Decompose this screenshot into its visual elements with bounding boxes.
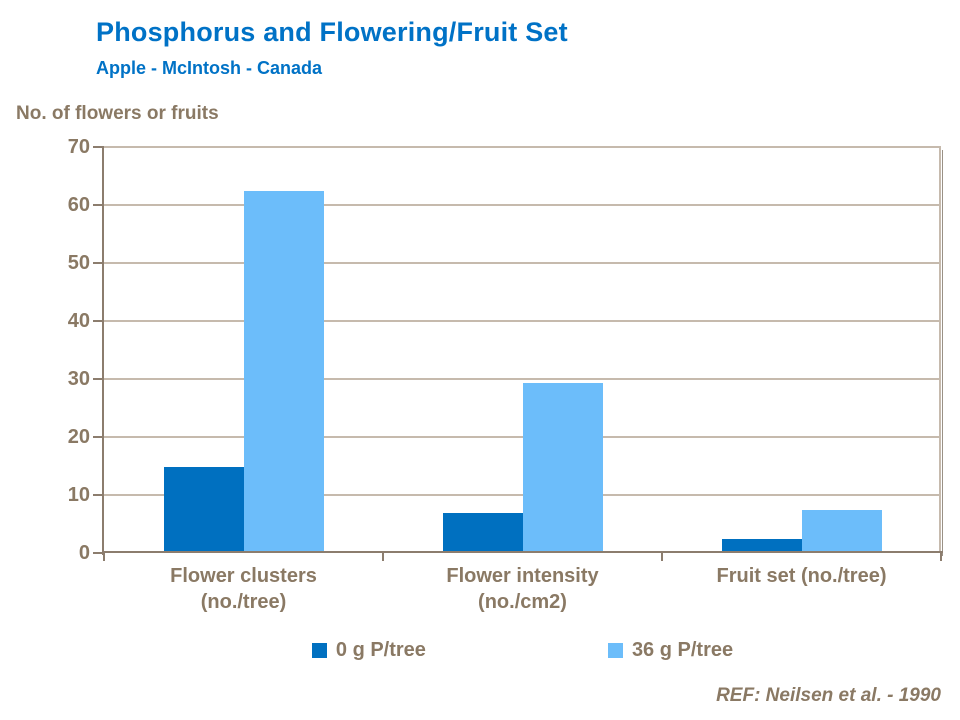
category-label-line: (no./tree) (200, 591, 287, 613)
reference-text: REF: Neilsen et al. - 1990 (716, 685, 941, 706)
y-tick-label-10: 10 (67, 484, 90, 506)
y-axis-tick-40 (93, 320, 104, 322)
bar-series1-cat0 (243, 191, 324, 551)
y-tick-label-30: 30 (67, 368, 90, 390)
x-axis-tick-1 (382, 551, 384, 561)
y-tick-label-50: 50 (67, 252, 90, 274)
plot-area: 0 10 20 30 40 50 60 70 (68, 136, 943, 564)
y-axis-tick-50 (93, 262, 104, 264)
x-axis-tick-2 (661, 551, 663, 561)
y-axis-tick-70 (93, 146, 104, 148)
category-label-line: (no./cm2) (478, 591, 567, 613)
x-axis-tick-0 (103, 551, 105, 561)
y-axis-line (102, 147, 104, 555)
legend-swatch-icon (607, 642, 623, 658)
x-axis-tick-3 (940, 551, 942, 561)
legend-swatch-icon (311, 642, 327, 658)
bar-series0-cat1 (442, 513, 523, 551)
category-label-2: Fruit set (no./tree) (662, 563, 941, 589)
y-axis-title: No. of flowers or fruits (16, 103, 219, 124)
legend-item-0: 0 g P/tree (311, 638, 426, 662)
y-tick-label-60: 60 (67, 194, 90, 216)
legend-item-1: 36 g P/tree (607, 638, 734, 662)
legend-label-1: 36 g P/tree (631, 639, 734, 661)
legend: 0 g P/tree 36 g P/tree (104, 638, 941, 662)
y-tick-label-20: 20 (67, 426, 90, 448)
chart-title: Phosphorus and Flowering/Fruit Set (96, 17, 568, 47)
category-label-line: Flower clusters (170, 565, 317, 587)
category-label-line: Fruit set (no./tree) (716, 565, 887, 587)
plot-right-shadow (942, 150, 943, 556)
bar-series1-cat1 (522, 382, 603, 551)
category-label-1: Flower intensity (no./cm2) (383, 563, 662, 615)
y-axis-tick-0 (93, 552, 104, 554)
y-axis-tick-10 (93, 494, 104, 496)
y-tick-label-40: 40 (67, 310, 90, 332)
bar-series0-cat0 (163, 466, 244, 551)
plot-right-border (939, 147, 941, 553)
bar-series0-cat2 (721, 539, 802, 551)
gridline-30 (104, 378, 941, 380)
category-label-0: Flower clusters (no./tree) (104, 563, 383, 615)
y-tick-label-70: 70 (67, 136, 90, 158)
gridline-60 (104, 204, 941, 206)
y-axis-tick-30 (93, 378, 104, 380)
chart-subtitle: Apple - McIntosh - Canada (96, 58, 323, 78)
legend-label-0: 0 g P/tree (335, 639, 426, 661)
x-axis-line (102, 551, 943, 553)
y-axis-tick-20 (93, 436, 104, 438)
bar-series1-cat2 (801, 510, 882, 551)
category-label-line: Flower intensity (446, 565, 599, 587)
gridline-40 (104, 320, 941, 322)
y-axis-tick-60 (93, 204, 104, 206)
gridline-70 (104, 146, 941, 148)
gridline-50 (104, 262, 941, 264)
y-tick-label-0: 0 (78, 542, 90, 564)
